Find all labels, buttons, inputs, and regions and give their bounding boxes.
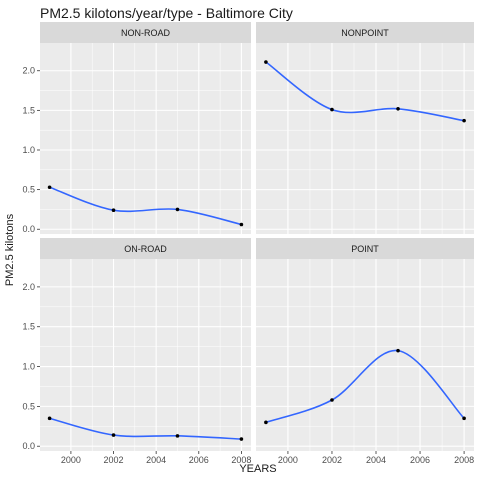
panel-background-nonpoint (256, 43, 474, 234)
panel-background-on-road (40, 259, 251, 451)
x-axes: 2000 2002 2004 2006 2008 2000 2002 2004 2006 2008 (61, 451, 474, 465)
panel-background-non-road (40, 43, 251, 234)
gridlines-non-road (40, 43, 251, 234)
y-tick-label: 0.5 (22, 401, 35, 411)
data-point-non-road-2008 (239, 222, 244, 227)
y-tick-label: 0.5 (22, 185, 35, 195)
y-tick-label: 0.0 (22, 441, 35, 451)
facet-label-non-road: NON-ROAD (121, 28, 170, 38)
x-tick-label: 2008 (231, 455, 251, 465)
data-point-nonpoint-2002 (330, 107, 334, 112)
y-tick-label: 0.0 (22, 224, 35, 234)
gridlines-nonpoint (256, 43, 474, 234)
y-axis-title: PM2.5 kilotons (4, 213, 16, 286)
data-point-on-road-2005 (175, 434, 180, 438)
x-tick-label: 2008 (454, 455, 474, 465)
x-tick-label: 2000 (61, 455, 81, 465)
facet-strip-point (256, 238, 474, 259)
facet-strip-non-road (40, 22, 251, 43)
facet-strip-nonpoint (256, 22, 474, 43)
x-axis-title: YEARS (239, 463, 276, 475)
y-tick-label: 1.0 (22, 362, 35, 372)
data-point-point-2002 (330, 398, 334, 402)
x-tick-label: 2002 (322, 455, 342, 465)
data-point-non-road-2005 (175, 207, 180, 212)
data-point-point-2008 (462, 416, 466, 421)
y-axes: 0.0 0.5 1.0 1.5 2.0 0.0 0.5 1.0 1.5 2.0 (22, 66, 40, 451)
facet-panels: NON-ROAD NONPOINT ON-ROAD POINT (40, 22, 474, 451)
x-tick-label: 2002 (104, 455, 124, 465)
panel-background-point (256, 259, 474, 451)
facet-on-road: ON-ROAD (40, 238, 251, 451)
facet-label-nonpoint: NONPOINT (341, 28, 389, 38)
series-line-point (265, 349, 465, 424)
data-point-non-road-1999 (47, 185, 52, 190)
data-point-point-2005 (396, 348, 400, 353)
x-tick-label: 2004 (366, 455, 386, 465)
data-point-non-road-2002 (111, 208, 116, 213)
x-tick-label: 2006 (410, 455, 430, 465)
y-tick-label: 2.0 (22, 66, 35, 76)
facet-strip-on-road (40, 238, 251, 259)
x-tick-label: 2000 (278, 455, 298, 465)
data-point-nonpoint-2005 (396, 106, 400, 111)
y-tick-label: 2.0 (22, 282, 35, 292)
y-tick-label: 1.5 (22, 322, 35, 332)
facet-label-on-road: ON-ROAD (124, 244, 167, 254)
data-point-on-road-2008 (239, 437, 244, 441)
data-point-on-road-1999 (47, 416, 52, 421)
chart-title: PM2.5 kilotons/year/type - Baltimore Cit… (40, 5, 293, 21)
series-line-on-road (49, 417, 242, 440)
facet-non-road: NON-ROAD (40, 22, 251, 234)
series-line-nonpoint (265, 61, 465, 122)
data-point-nonpoint-1999 (264, 60, 268, 64)
series-line-non-road (49, 186, 242, 226)
data-point-nonpoint-2008 (462, 118, 466, 123)
facet-nonpoint: NONPOINT (256, 22, 474, 234)
x-tick-label: 2004 (146, 455, 166, 465)
facet-point: POINT (256, 238, 474, 451)
data-point-on-road-2002 (111, 433, 116, 437)
x-tick-label: 2006 (189, 455, 209, 465)
data-point-point-1999 (264, 420, 268, 425)
y-tick-label: 1.5 (22, 105, 35, 115)
facet-label-point: POINT (351, 244, 379, 254)
y-tick-label: 1.0 (22, 145, 35, 155)
gridlines-point (256, 259, 474, 451)
gridlines-on-road (40, 259, 251, 451)
